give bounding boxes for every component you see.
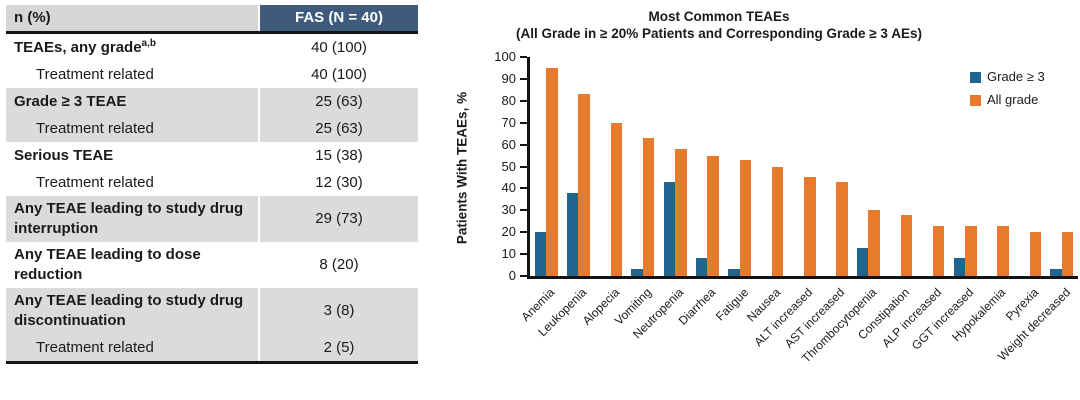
y-tick-label: 10 xyxy=(501,246,516,262)
bar-allgrade xyxy=(997,225,1009,276)
row-value: 12 (30) xyxy=(258,169,418,196)
row-label: Any TEAE leading to study drug interrupt… xyxy=(6,196,258,242)
y-tick-mark xyxy=(520,121,527,124)
bar-allgrade xyxy=(675,148,687,276)
bar-allgrade xyxy=(707,155,719,276)
table-row: Any TEAE leading to study drug interrupt… xyxy=(6,196,418,242)
y-axis-label: Patients With TEAEs, % xyxy=(454,91,470,245)
table-body: TEAEs, any gradea,b 40 (100) Treatment rel… xyxy=(6,34,418,364)
row-value: 25 (63) xyxy=(258,88,418,115)
row-label: Grade ≥ 3 TEAE xyxy=(6,88,258,115)
table-header-row: n (%) FAS (N = 40) xyxy=(6,5,418,34)
y-tick-label: 70 xyxy=(501,114,516,130)
table-row: Any TEAE leading to dose reduction 8 (20) xyxy=(6,242,418,288)
y-tick-mark xyxy=(520,187,527,190)
bar-allgrade xyxy=(965,225,977,276)
legend-label: All grade xyxy=(987,92,1039,107)
y-tick-label: 80 xyxy=(501,92,516,108)
table-row: Grade ≥ 3 TEAE 25 (63) xyxy=(6,88,418,115)
bar-allgrade xyxy=(771,166,784,276)
y-tick-label: 30 xyxy=(501,202,516,218)
table-row: Treatment related 25 (63) xyxy=(6,115,418,142)
row-label: Serious TEAE xyxy=(14,146,114,164)
bar-allgrade xyxy=(1061,232,1074,276)
row-value: 15 (38) xyxy=(258,142,418,169)
y-tick-mark xyxy=(520,143,527,146)
chart-title-block: Most Common TEAEs (All Grade in ≥ 20% Pa… xyxy=(440,8,998,42)
bar-allgrade xyxy=(836,181,848,276)
bar-grade3 xyxy=(856,247,869,276)
table-row: Serious TEAE 15 (38) xyxy=(6,142,418,169)
row-label: Treatment related xyxy=(6,115,258,142)
y-tick-label: 40 xyxy=(501,180,516,196)
bar-allgrade xyxy=(610,122,623,276)
bar-grade3 xyxy=(566,192,579,276)
row-value: 3 (8) xyxy=(258,288,418,334)
y-tick-mark xyxy=(520,165,527,168)
bar-allgrade xyxy=(739,159,752,276)
legend-label: Grade ≥ 3 xyxy=(987,69,1045,84)
teae-summary-table: n (%) FAS (N = 40) TEAEs, any gradea,b 40… xyxy=(6,5,418,364)
table-row: Treatment related 2 (5) xyxy=(6,334,418,361)
y-tick-mark xyxy=(520,209,527,212)
bar-grade3 xyxy=(663,181,676,276)
legend-swatch-icon xyxy=(970,71,981,83)
y-tick-mark xyxy=(520,99,527,102)
legend-item: Grade ≥ 3 xyxy=(970,70,1045,84)
bar-allgrade xyxy=(546,67,558,276)
row-label: Treatment related xyxy=(36,65,154,83)
bar-allgrade xyxy=(932,225,945,276)
row-label: TEAEs, any gradea,b xyxy=(14,37,156,56)
row-label: Any TEAE leading to dose reduction xyxy=(14,246,201,283)
row-value: 8 (20) xyxy=(258,242,418,288)
y-tick-mark xyxy=(520,56,527,58)
bar-allgrade xyxy=(1029,232,1042,276)
bar-allgrade xyxy=(900,214,913,276)
y-tick-label: 50 xyxy=(501,158,516,174)
y-tick-label: 100 xyxy=(494,49,516,64)
legend-item: All grade xyxy=(970,93,1045,107)
row-label: Any TEAE leading to study drug discontin… xyxy=(6,288,258,334)
y-tick-mark xyxy=(520,231,527,234)
chart-title: Most Common TEAEs xyxy=(648,9,790,24)
table-row: TEAEs, any gradea,b 40 (100) xyxy=(6,34,418,61)
y-tick-mark xyxy=(520,77,527,80)
table-row: Treatment related 40 (100) xyxy=(6,61,418,88)
table-header-fas: FAS (N = 40) xyxy=(258,5,418,31)
table-row: Treatment related 12 (30) xyxy=(6,169,418,196)
chart-legend: Grade ≥ 3 All grade xyxy=(970,70,1045,116)
bar-grade3 xyxy=(1050,269,1062,276)
table-header-metric: n (%) xyxy=(6,5,258,31)
y-tick-label: 90 xyxy=(501,70,516,86)
y-tick-mark xyxy=(520,275,527,277)
row-label: Treatment related xyxy=(6,334,258,361)
plot-area: 0 10 20 30 40 50 60 70 80 90 100 Anemia Leukopenia Al… xyxy=(494,49,1078,365)
row-value: 25 (63) xyxy=(258,115,418,142)
bar-allgrade xyxy=(804,177,816,276)
legend-swatch-icon xyxy=(970,94,981,106)
y-tick-label: 60 xyxy=(501,136,516,152)
bar-grade3 xyxy=(631,269,643,276)
table-row: Any TEAE leading to study drug discontin… xyxy=(6,288,418,334)
bar-allgrade xyxy=(578,94,590,276)
bar-allgrade xyxy=(868,210,880,276)
row-value: 40 (100) xyxy=(258,34,418,61)
teae-bar-chart: Most Common TEAEs (All Grade in ≥ 20% Pa… xyxy=(440,0,1080,400)
row-value: 2 (5) xyxy=(258,334,418,361)
bar-allgrade xyxy=(642,138,655,276)
bar-grade3 xyxy=(953,258,966,276)
chart-subtitle: (All Grade in ≥ 20% Patients and Corresp… xyxy=(516,26,922,41)
y-tick-label: 20 xyxy=(501,224,516,240)
bar-grade3 xyxy=(534,232,547,276)
y-tick-mark xyxy=(520,253,527,256)
y-tick-label: 0 xyxy=(508,268,516,283)
row-value: 29 (73) xyxy=(258,196,418,242)
row-label: Treatment related xyxy=(36,173,154,191)
row-value: 40 (100) xyxy=(258,61,418,88)
bar-grade3 xyxy=(728,269,740,276)
bar-grade3 xyxy=(695,258,708,276)
